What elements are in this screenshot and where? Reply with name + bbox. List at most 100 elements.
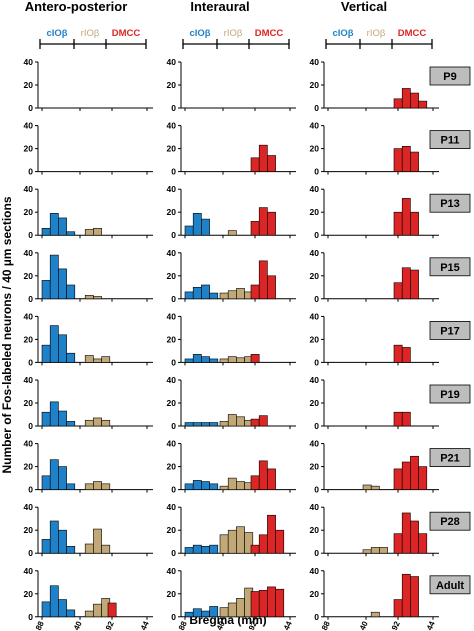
y-tick-label: 40	[310, 566, 320, 576]
bar-cio	[184, 422, 194, 427]
bar-dmcc	[258, 144, 268, 172]
y-tick-label: 20	[24, 80, 34, 90]
y-tick-label: 40	[167, 121, 177, 131]
bar-cio	[49, 213, 59, 236]
bar-dmcc	[267, 275, 276, 300]
y-tick-label: 40	[167, 566, 177, 576]
bar-cio	[184, 483, 194, 490]
bar-rio	[93, 228, 102, 236]
bar-dmcc	[410, 211, 419, 236]
bar-rio	[227, 414, 237, 427]
bar-cio	[41, 344, 51, 363]
bar-cio	[201, 284, 210, 300]
y-tick-label: 20	[167, 462, 177, 472]
y-tick-label: 40	[24, 311, 34, 321]
x-tick-label: -13.40	[66, 619, 84, 631]
bar-cio	[49, 585, 59, 618]
bar-cio	[66, 421, 76, 427]
bar-cio	[41, 280, 51, 300]
y-tick-label: 20	[310, 589, 320, 599]
bar-dmcc	[410, 576, 419, 618]
bar-cio	[201, 481, 210, 490]
y-tick-label: 0	[171, 294, 176, 304]
x-tick-label: -13.40	[352, 619, 370, 631]
bar-cio	[41, 601, 51, 618]
bar-dmcc	[275, 588, 285, 618]
y-tick-label: 40	[24, 566, 34, 576]
age-badge-p17: P17	[440, 325, 460, 337]
y-tick-label: 20	[24, 398, 34, 408]
y-tick-label: 40	[310, 439, 320, 449]
bar-dmcc	[258, 207, 268, 236]
bar-dmcc	[393, 411, 403, 427]
y-tick-label: 40	[310, 121, 320, 131]
y-tick-label: 0	[28, 103, 33, 113]
y-tick-label: 0	[171, 612, 176, 622]
age-badge-p28: P28	[440, 516, 460, 528]
age-badge-box	[429, 66, 471, 86]
y-tick-label: 40	[24, 57, 34, 67]
bar-rio	[219, 292, 229, 300]
bar-rio	[236, 598, 245, 618]
bar-dmcc	[401, 512, 411, 554]
bar-cio	[58, 466, 67, 490]
bar-dmcc	[393, 599, 403, 618]
y-tick-label: 0	[171, 103, 176, 113]
bar-dmcc	[393, 468, 403, 490]
y-tick-label: 20	[310, 398, 320, 408]
region-label-dmcc: DMCC	[398, 28, 427, 39]
bar-dmcc	[275, 529, 285, 554]
bar-dmcc	[258, 460, 268, 490]
bar-dmcc	[258, 260, 268, 300]
bar-cio	[66, 545, 76, 554]
bar-dmcc	[418, 466, 428, 490]
bar-rio	[379, 547, 388, 554]
age-badge-p9: P9	[443, 71, 456, 83]
age-badge-box	[429, 575, 471, 595]
y-tick-label: 0	[171, 485, 176, 495]
bar-rio	[84, 483, 94, 490]
bar-rio	[219, 534, 229, 554]
region-label-cio: cIOβ	[189, 28, 210, 39]
y-tick-label: 20	[310, 144, 320, 154]
bar-cio	[201, 610, 210, 618]
bar-cio	[192, 286, 202, 300]
bar-cio	[58, 217, 67, 236]
bar-rio	[227, 230, 237, 236]
bar-cio	[209, 483, 219, 490]
bar-rio	[101, 483, 111, 490]
x-tick-label: -13.88	[171, 619, 189, 631]
bar-cio	[184, 358, 194, 363]
y-tick-label: 0	[28, 485, 33, 495]
bar-cio	[49, 520, 59, 554]
y-tick-label: 0	[314, 167, 319, 177]
bar-rio	[101, 356, 111, 363]
y-tick-label: 0	[314, 103, 319, 113]
x-tick-label: -12.44	[276, 619, 294, 631]
y-tick-label: 40	[24, 121, 34, 131]
bar-rio	[227, 290, 237, 300]
y-tick-label: 40	[310, 375, 320, 385]
y-tick-label: 20	[310, 207, 320, 217]
bar-cio	[66, 352, 76, 363]
age-badge-box	[429, 130, 471, 150]
bar-dmcc	[250, 221, 260, 236]
y-tick-label: 20	[167, 271, 177, 281]
y-tick-label: 20	[24, 525, 34, 535]
bar-dmcc	[258, 534, 268, 554]
bar-rio	[84, 295, 94, 300]
y-tick-label: 20	[167, 144, 177, 154]
x-tick-label: -13.88	[28, 619, 46, 631]
y-tick-label: 20	[24, 462, 34, 472]
bar-cio	[201, 422, 210, 427]
y-tick-label: 40	[167, 184, 177, 194]
bar-rio	[93, 417, 102, 427]
y-tick-label: 40	[24, 502, 34, 512]
bar-cio	[192, 354, 202, 363]
y-tick-label: 40	[310, 248, 320, 258]
bar-rio	[93, 358, 102, 363]
y-tick-label: 0	[314, 230, 319, 240]
x-tick-label: -12.44	[133, 619, 151, 631]
bar-rio	[219, 421, 229, 427]
bar-dmcc	[410, 520, 419, 554]
